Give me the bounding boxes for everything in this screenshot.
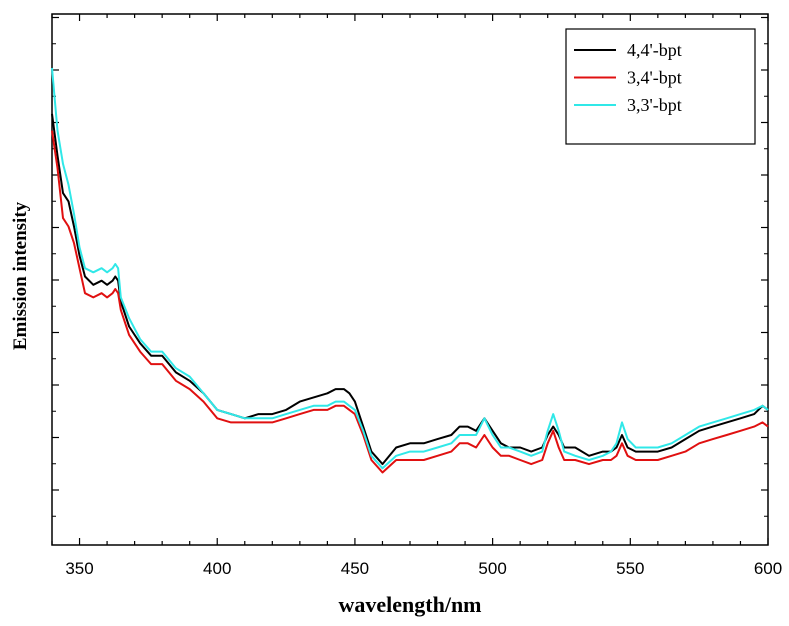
y-axis-ticks	[52, 16, 768, 517]
series-line-4-4-bpt	[51, 113, 769, 466]
y-axis-title: Emission intensity	[10, 201, 31, 350]
x-tick-label: 350	[65, 559, 93, 578]
series-layer	[51, 67, 769, 474]
x-tick-label: 450	[341, 559, 369, 578]
series-line-3-3-bpt	[51, 67, 769, 470]
series-line-3-4-bpt	[51, 130, 769, 474]
x-tick-label: 600	[754, 559, 782, 578]
legend-label: 3,4'-bpt	[627, 68, 682, 88]
legend: 4,4'-bpt 3,4'-bpt 3,3'-bpt	[565, 28, 756, 145]
x-tick-label: 500	[478, 559, 506, 578]
x-axis-title: wavelength/nm	[339, 592, 482, 617]
legend-label: 3,3'-bpt	[627, 95, 682, 115]
legend-box	[565, 28, 756, 145]
x-axis-ticks: 350 400 450 500 550 600	[51, 14, 782, 578]
legend-label: 4,4'-bpt	[627, 40, 682, 60]
x-tick-label: 400	[203, 559, 231, 578]
x-tick-label: 550	[616, 559, 644, 578]
